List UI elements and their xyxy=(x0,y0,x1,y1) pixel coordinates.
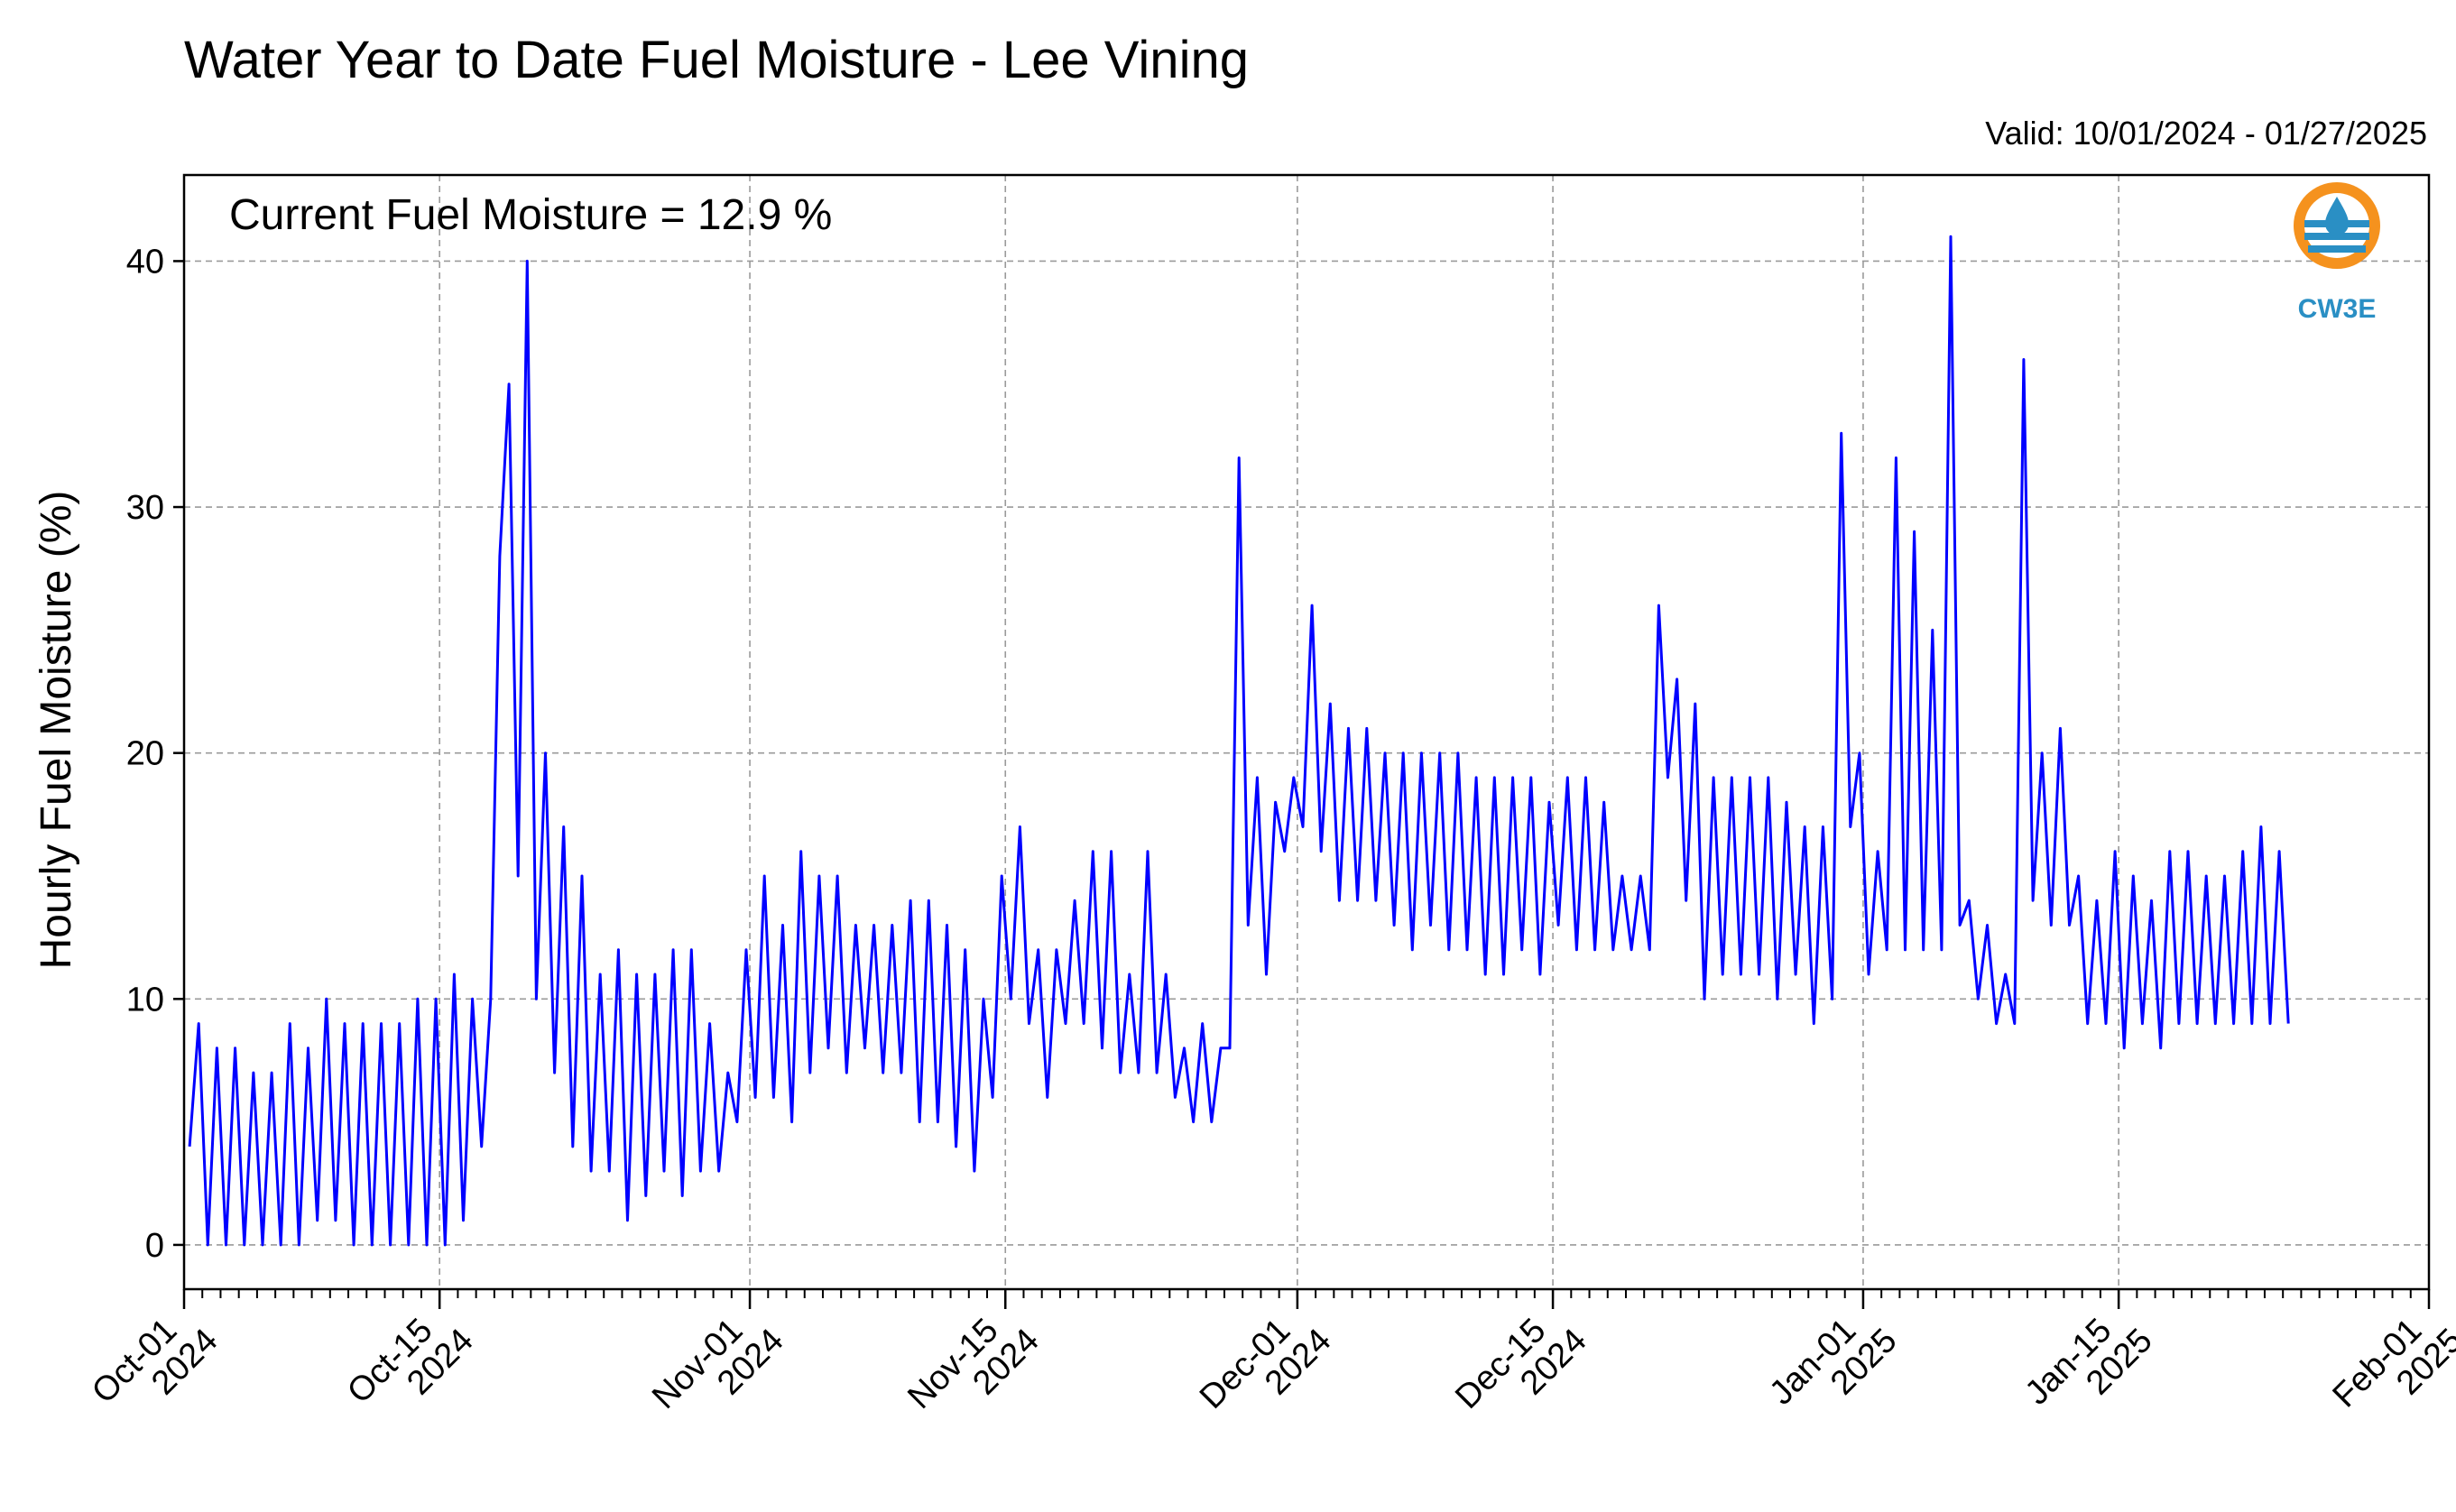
y-tick-label: 20 xyxy=(126,735,164,773)
valid-date-range: Valid: 10/01/2024 - 01/27/2025 xyxy=(1985,115,2427,152)
y-tick-label: 30 xyxy=(126,489,164,527)
y-axis: 0 10 20 30 40 xyxy=(126,243,184,1265)
current-fuel-moisture-annotation: Current Fuel Moisture = 12.9 % xyxy=(229,191,832,239)
fuel-moisture-series-line xyxy=(188,235,2290,1247)
y-axis-label: Hourly Fuel Moisture (%) xyxy=(32,491,80,970)
y-tick-label: 40 xyxy=(126,243,164,281)
droplet-icon xyxy=(2325,197,2349,235)
plot-frame xyxy=(182,173,2431,1291)
cw3e-logo: CW3E xyxy=(2294,182,2380,324)
y-tick-label: 10 xyxy=(126,981,164,1019)
logo-text: CW3E xyxy=(2298,294,2377,324)
chart-title: Water Year to Date Fuel Moisture - Lee V… xyxy=(184,31,1249,89)
y-tick-label: 0 xyxy=(145,1227,164,1265)
